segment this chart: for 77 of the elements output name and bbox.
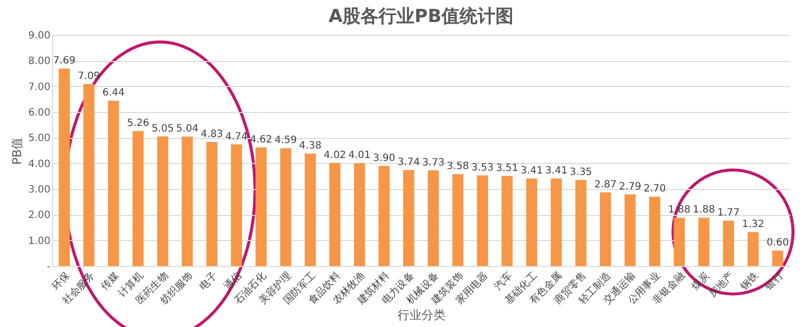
y-axis-title: PB值 (10, 137, 24, 165)
data-label: 3.73 (422, 157, 444, 168)
bar (722, 220, 734, 266)
bar (256, 147, 267, 266)
data-label: 2.87 (594, 179, 617, 190)
x-axis-title: 行业分类 (398, 308, 446, 322)
y-tick-label: 8.00 (28, 56, 50, 68)
bar (280, 148, 292, 266)
data-label: 1.77 (717, 208, 740, 219)
bar (772, 250, 784, 266)
data-label: 4.62 (250, 134, 272, 146)
bar (649, 196, 660, 266)
data-label: 6.44 (102, 88, 125, 99)
data-label: 3.74 (398, 157, 420, 168)
data-label: 2.70 (644, 184, 666, 195)
bar (428, 170, 439, 266)
data-label: 2.79 (618, 181, 642, 192)
y-tick-label: 7.00 (28, 82, 50, 93)
data-label: 4.38 (299, 140, 322, 152)
bar (624, 194, 636, 266)
data-label: 3.35 (570, 167, 592, 178)
x-tick-label: 房地产 (706, 270, 736, 300)
data-label: 4.01 (348, 150, 371, 162)
bar (132, 130, 144, 266)
bar (403, 170, 414, 266)
y-tick-label: 4.00 (28, 158, 50, 170)
data-label: 7.69 (53, 56, 76, 67)
bar (502, 176, 513, 266)
x-tick-label: 传媒 (99, 270, 122, 292)
data-label: 0.60 (766, 238, 789, 249)
y-tick-label: 3.00 (28, 184, 50, 196)
bar (550, 178, 562, 266)
bar (748, 232, 759, 266)
bar (157, 136, 168, 266)
bar (58, 68, 70, 266)
bar (476, 175, 488, 266)
y-tick-label: 6.00 (28, 108, 50, 118)
x-tick-label: 银行 (762, 270, 786, 294)
data-label: 4.83 (200, 129, 224, 140)
data-label: 3.51 (496, 162, 518, 174)
x-tick-label: 钢铁 (738, 270, 761, 294)
bar (452, 174, 464, 266)
bar (206, 142, 218, 266)
bar (304, 154, 316, 266)
data-label: 5.05 (152, 123, 174, 134)
data-label: 3.53 (471, 162, 494, 174)
bar (378, 166, 390, 266)
bar (674, 218, 685, 266)
x-tick-label: 环保 (50, 270, 72, 292)
data-label: 4.02 (324, 150, 346, 161)
x-tick-label: 电子 (197, 270, 220, 292)
y-tick-label: - (46, 262, 51, 272)
chart-title: A股各行业PB值统计图 (328, 6, 514, 27)
data-label: 3.41 (545, 165, 568, 176)
bar (600, 192, 612, 266)
bar (354, 163, 366, 266)
y-tick-label: 1.00 (28, 236, 50, 247)
bar (575, 180, 586, 266)
data-label: 3.58 (446, 161, 470, 172)
y-tick-label: 9.00 (28, 30, 50, 42)
bar (182, 136, 193, 266)
bar (230, 144, 242, 266)
data-label: 5.26 (126, 118, 150, 129)
data-label: 4.74 (225, 131, 248, 142)
y-tick-label: 2.00 (28, 210, 50, 222)
data-label: 1.32 (742, 219, 764, 230)
y-tick-label: 5.00 (28, 133, 50, 144)
bar (329, 162, 340, 266)
bar (526, 178, 538, 266)
bar (698, 218, 710, 266)
data-label: 5.04 (176, 124, 198, 135)
data-label: 1.88 (692, 204, 716, 216)
data-label: 3.41 (520, 165, 543, 176)
data-label: 4.59 (274, 135, 297, 146)
data-label: 3.90 (372, 152, 396, 164)
bar (83, 84, 94, 266)
bar (108, 100, 120, 266)
